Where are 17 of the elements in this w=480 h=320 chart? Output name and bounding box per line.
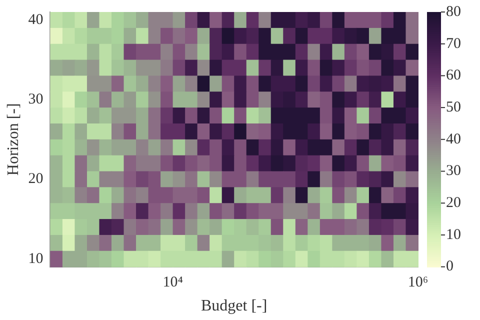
color-bar-label: 70 (446, 36, 461, 52)
y-tick-label: 30 (28, 92, 44, 108)
color-bar-label: 40 (446, 131, 461, 148)
x-axis-title: Budget [-] (201, 298, 268, 315)
y-axis-title: Horizon [-] (4, 103, 22, 176)
y-tick-label: 10 (28, 250, 44, 267)
color-bar-label: 50 (446, 99, 461, 116)
y-tick-label: 40 (28, 12, 44, 28)
color-bar-label: 20 (446, 195, 461, 212)
x-tick-label: 10⁶ (408, 274, 428, 291)
color-bar-label: 30 (446, 163, 461, 180)
y-tick-label: 20 (28, 171, 44, 188)
color-bar-label: 80 (446, 4, 461, 20)
color-bar-label: 60 (446, 68, 461, 84)
x-tick-label: 10⁴ (162, 274, 183, 291)
color-bar-label: 10 (446, 226, 461, 243)
color-bar-label: 0 (446, 258, 454, 275)
